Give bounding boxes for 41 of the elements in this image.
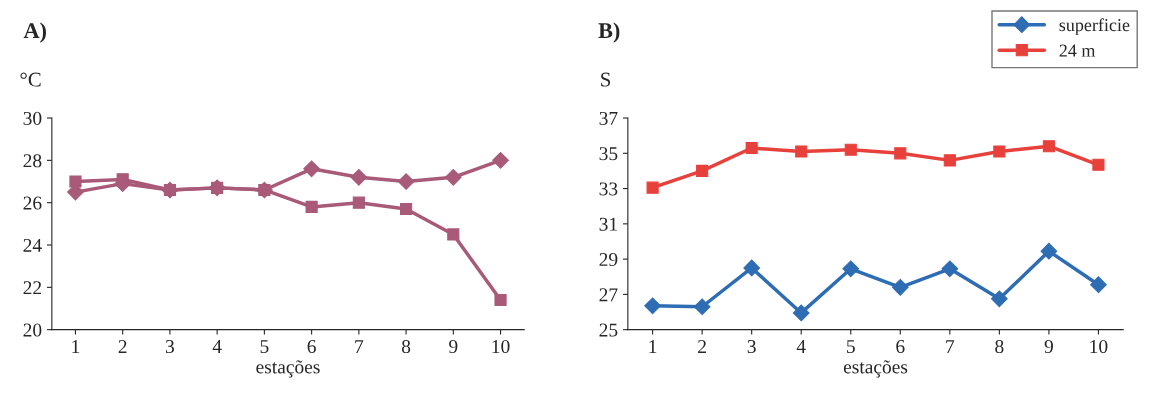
x-tick-label: 7 — [946, 340, 955, 353]
x-tick-label: 6 — [896, 340, 905, 354]
x-tick-label: 9 — [1044, 340, 1053, 354]
y-tick-label: 29 — [599, 252, 618, 267]
y-tick-label: 24 — [23, 238, 42, 252]
x-tick-label: 3 — [165, 340, 175, 354]
y-tick-label: 20 — [23, 323, 42, 337]
y-tick-label: 22 — [23, 281, 42, 295]
legend-label: superficie — [1059, 18, 1130, 35]
y-tick-label: 26 — [23, 196, 42, 210]
y-tick-label: 25 — [599, 323, 618, 337]
x-tick-label: 2 — [698, 340, 706, 353]
y-tick-label: 27 — [599, 288, 618, 302]
x-axis-title: estações — [843, 360, 908, 378]
x-tick-label: 9 — [449, 340, 458, 354]
x-tick-label: 3 — [747, 340, 756, 354]
x-tick-label: 7 — [355, 340, 364, 353]
x-tick-label: 10 — [492, 339, 510, 354]
chart-title: B) — [598, 22, 620, 43]
x-tick-label: 10 — [1090, 339, 1108, 354]
chart-title: A) — [23, 22, 46, 43]
y-tick-label: 28 — [23, 154, 42, 168]
y-tick-label: 33 — [599, 182, 618, 196]
x-tick-label: 8 — [401, 339, 411, 354]
x-tick-label: 5 — [260, 340, 269, 354]
y-axis-title: °C — [20, 72, 41, 87]
x-tick-label: 6 — [307, 340, 316, 354]
x-axis-title: estações — [256, 360, 320, 378]
y-tick-label: 30 — [23, 111, 42, 125]
x-tick-label: 4 — [796, 340, 806, 353]
x-tick-label: 8 — [995, 339, 1004, 354]
y-tick-label: 31 — [599, 217, 617, 231]
x-tick-label: 1 — [649, 340, 657, 353]
legend-label: 24 m — [1059, 44, 1096, 57]
y-tick-label: 37 — [599, 111, 618, 125]
x-tick-label: 2 — [118, 340, 127, 353]
y-tick-label: 35 — [599, 147, 618, 161]
x-tick-label: 4 — [212, 340, 222, 353]
x-tick-label: 5 — [847, 340, 855, 354]
y-axis-title: S — [601, 72, 611, 87]
x-tick-label: 1 — [72, 340, 80, 353]
